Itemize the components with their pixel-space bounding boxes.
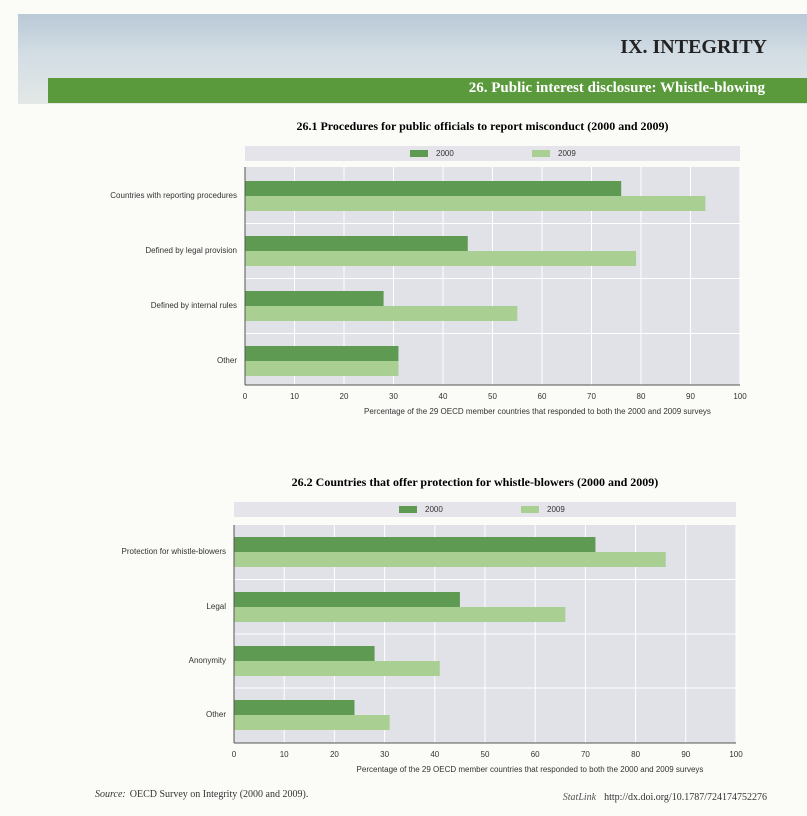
x-tick-label: 40 [439, 392, 448, 401]
x-axis-label: Percentage of the 29 OECD member countri… [364, 407, 711, 416]
x-tick-label: 20 [330, 750, 339, 759]
y-tick-label: Defined by internal rules [151, 301, 237, 310]
x-tick-label: 10 [290, 392, 299, 401]
x-tick-label: 60 [531, 750, 540, 759]
legend-swatch [410, 150, 428, 157]
legend-label: 2009 [558, 149, 576, 158]
x-tick-label: 100 [733, 392, 747, 401]
x-tick-label: 10 [280, 750, 289, 759]
x-tick-label: 0 [232, 750, 237, 759]
x-tick-label: 80 [631, 750, 640, 759]
legend-label: 2000 [425, 505, 443, 514]
y-tick-label: Defined by legal provision [145, 246, 237, 255]
bar [245, 306, 517, 321]
legend-box [234, 502, 736, 517]
bar [234, 646, 375, 661]
charts: 26.1 Procedures for public officials to … [0, 0, 807, 816]
y-tick-label: Anonymity [189, 656, 226, 665]
y-tick-label: Protection for whistle-blowers [122, 547, 226, 556]
chart-title: 26.1 Procedures for public officials to … [296, 119, 668, 133]
y-tick-label: Other [217, 356, 237, 365]
legend-label: 2000 [436, 149, 454, 158]
x-tick-label: 90 [686, 392, 695, 401]
x-tick-label: 70 [581, 750, 590, 759]
bar [234, 537, 595, 552]
bar [234, 592, 460, 607]
x-tick-label: 80 [637, 392, 646, 401]
x-tick-label: 50 [481, 750, 490, 759]
legend-swatch [521, 506, 539, 513]
x-axis-label: Percentage of the 29 OECD member countri… [357, 765, 704, 774]
x-tick-label: 90 [681, 750, 690, 759]
x-tick-label: 100 [729, 750, 743, 759]
statlink-url[interactable]: http://dx.doi.org/10.1787/724174752276 [604, 792, 767, 803]
bar [245, 291, 384, 306]
y-tick-label: Legal [206, 602, 226, 611]
bar [234, 552, 666, 567]
chart-title: 26.2 Countries that offer protection for… [292, 475, 659, 489]
x-tick-label: 60 [538, 392, 547, 401]
bar [234, 715, 390, 730]
x-tick-label: 50 [488, 392, 497, 401]
source: Source: OECD Survey on Integrity (2000 an… [95, 789, 308, 800]
legend-swatch [399, 506, 417, 513]
legend-box [245, 146, 740, 161]
x-tick-label: 70 [587, 392, 596, 401]
bar [234, 700, 354, 715]
legend-label: 2009 [547, 505, 565, 514]
bar [234, 661, 440, 676]
source-text: OECD Survey on Integrity (2000 and 2009)… [130, 789, 309, 800]
bar [245, 181, 621, 196]
statlink-label: StatLink [563, 792, 596, 803]
bar [245, 251, 636, 266]
x-tick-label: 30 [380, 750, 389, 759]
y-tick-label: Other [206, 710, 226, 719]
bar [245, 196, 705, 211]
x-tick-label: 30 [389, 392, 398, 401]
x-tick-label: 20 [340, 392, 349, 401]
bar [245, 236, 468, 251]
page: IX. INTEGRITY 26. Public interest disclo… [0, 0, 807, 816]
bar [234, 607, 565, 622]
statlink: StatLink http://dx.doi.org/10.1787/724174… [563, 792, 767, 803]
x-tick-label: 40 [430, 750, 439, 759]
legend-swatch [532, 150, 550, 157]
bar [245, 361, 398, 376]
bar [245, 346, 398, 361]
source-label: Source: [95, 789, 126, 800]
x-tick-label: 0 [243, 392, 248, 401]
y-tick-label: Countries with reporting procedures [110, 191, 237, 200]
